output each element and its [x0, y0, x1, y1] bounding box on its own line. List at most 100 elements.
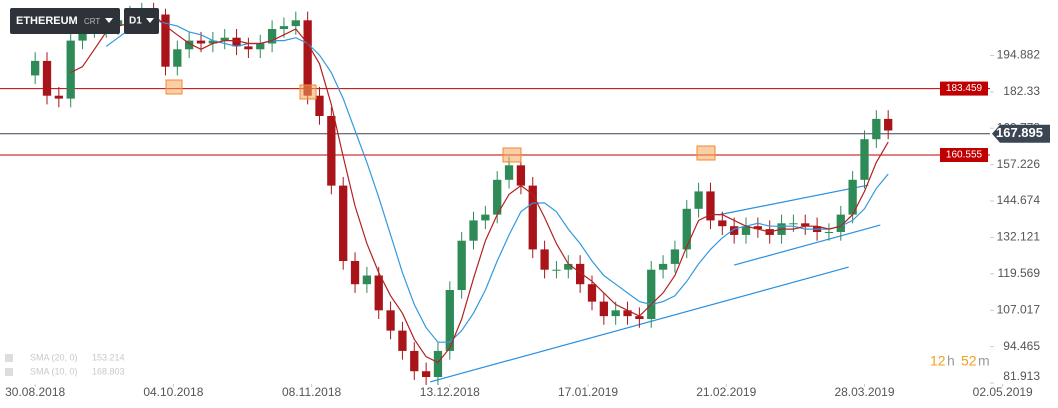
legend-name: SMA (20, 0) [30, 352, 78, 362]
candle-body [78, 29, 87, 41]
legend-name: SMA (10, 0) [30, 366, 78, 376]
candle-body [789, 223, 798, 225]
trendline [718, 184, 869, 216]
highlight-box [502, 147, 522, 163]
x-tick-label: 30.08.2018 [5, 385, 65, 399]
candle-body [694, 191, 703, 209]
x-tick-label: 28.03.2019 [834, 385, 894, 399]
current-price-tag [992, 124, 1050, 143]
x-tick-label: 21.02.2019 [696, 385, 756, 399]
candle-body [173, 49, 182, 67]
candle-body [433, 350, 443, 378]
candle-body [315, 95, 324, 117]
candle-body [350, 261, 360, 285]
candle-body [848, 179, 857, 215]
candle-body [647, 269, 656, 320]
highlight-box [299, 84, 317, 100]
x-tick-label: 04.10.2018 [143, 385, 203, 399]
legend-value: 168.803 [92, 366, 125, 376]
candle-body [279, 26, 289, 30]
candle-body [291, 20, 300, 27]
candle-body [42, 60, 52, 96]
candle-body [185, 40, 194, 50]
candle-body [504, 165, 514, 180]
x-tick-label: 17.01.2019 [558, 385, 618, 399]
timer-minutes: 52 [961, 353, 977, 369]
candle-body [552, 269, 561, 271]
candle-body [445, 290, 454, 351]
candle-body [232, 37, 241, 47]
candle-body [801, 223, 810, 227]
y-tick-label: 182.33 [1003, 84, 1040, 98]
candle-body [469, 220, 478, 241]
candle-body [516, 165, 526, 186]
trendline [734, 224, 881, 266]
highlight-box [165, 79, 183, 95]
candle-body [860, 139, 869, 180]
candle-body [481, 214, 490, 221]
highlights [165, 79, 716, 163]
candle-body [718, 220, 727, 227]
candle-body [658, 263, 668, 270]
candle-body [457, 240, 466, 291]
highlight-box [696, 145, 716, 161]
axes: 81.913 94.465 107.017 119.569 132.121 144.674… [5, 48, 1050, 399]
feed-name: CRT [84, 17, 100, 26]
sma-line [70, 13, 889, 364]
candle-body [208, 40, 218, 44]
instrument-selector[interactable] [10, 8, 120, 34]
candle-body [836, 214, 845, 233]
candle-body [706, 191, 715, 221]
candle-body [884, 118, 893, 131]
candle-body [267, 29, 277, 44]
candle-body [327, 116, 336, 186]
candle-body [493, 179, 502, 215]
timeframe: D1 [129, 16, 142, 27]
legend-icon [5, 368, 13, 376]
plot-area [0, 2, 990, 385]
candle-body [564, 263, 573, 270]
candle-body [303, 20, 312, 96]
y-tick-label: 119.569 [998, 266, 1041, 280]
candle-body [682, 208, 691, 250]
sma-line [105, 19, 889, 343]
timer-hours: 12 [930, 353, 946, 369]
candle-body [623, 310, 632, 317]
level-tag [940, 81, 988, 96]
y-tick-label: 94.465 [1003, 339, 1040, 353]
legend-icon [5, 354, 13, 362]
candle-body [635, 316, 644, 320]
candle-body [244, 46, 253, 50]
candle-body [540, 249, 549, 270]
candle-body [161, 14, 170, 67]
candle-body [575, 263, 585, 285]
y-tick-label: 107.017 [997, 302, 1041, 316]
candle-body [421, 371, 431, 378]
candle-body [670, 249, 680, 264]
candle-body [730, 226, 739, 235]
y-tick-label: 194.882 [997, 48, 1041, 62]
level-tag [940, 147, 988, 162]
candle-body [256, 43, 265, 50]
x-tick-label: 08.11.2018 [282, 385, 341, 399]
candle-body [872, 118, 881, 140]
candle-body [611, 310, 620, 317]
candle-body [374, 275, 383, 311]
candle-body [824, 232, 834, 234]
candle-body [398, 330, 407, 351]
dropdown-arrow [105, 18, 113, 23]
candle-body [196, 40, 206, 44]
candle-body [587, 284, 597, 302]
candle-body [339, 185, 348, 262]
level-label: 160.555 [946, 150, 983, 161]
instrument-name: ETHEREUM [16, 15, 78, 27]
candle-body [599, 301, 608, 317]
current-price-label: 167.895 [996, 125, 1043, 140]
y-tick-label: 132.121 [997, 230, 1041, 244]
timeframe-selector[interactable] [124, 8, 159, 34]
x-tick-label: 13.12.2018 [420, 385, 480, 399]
candle-body [386, 310, 395, 331]
timer-h: h [947, 353, 955, 369]
legend-value: 153.214 [92, 352, 125, 362]
